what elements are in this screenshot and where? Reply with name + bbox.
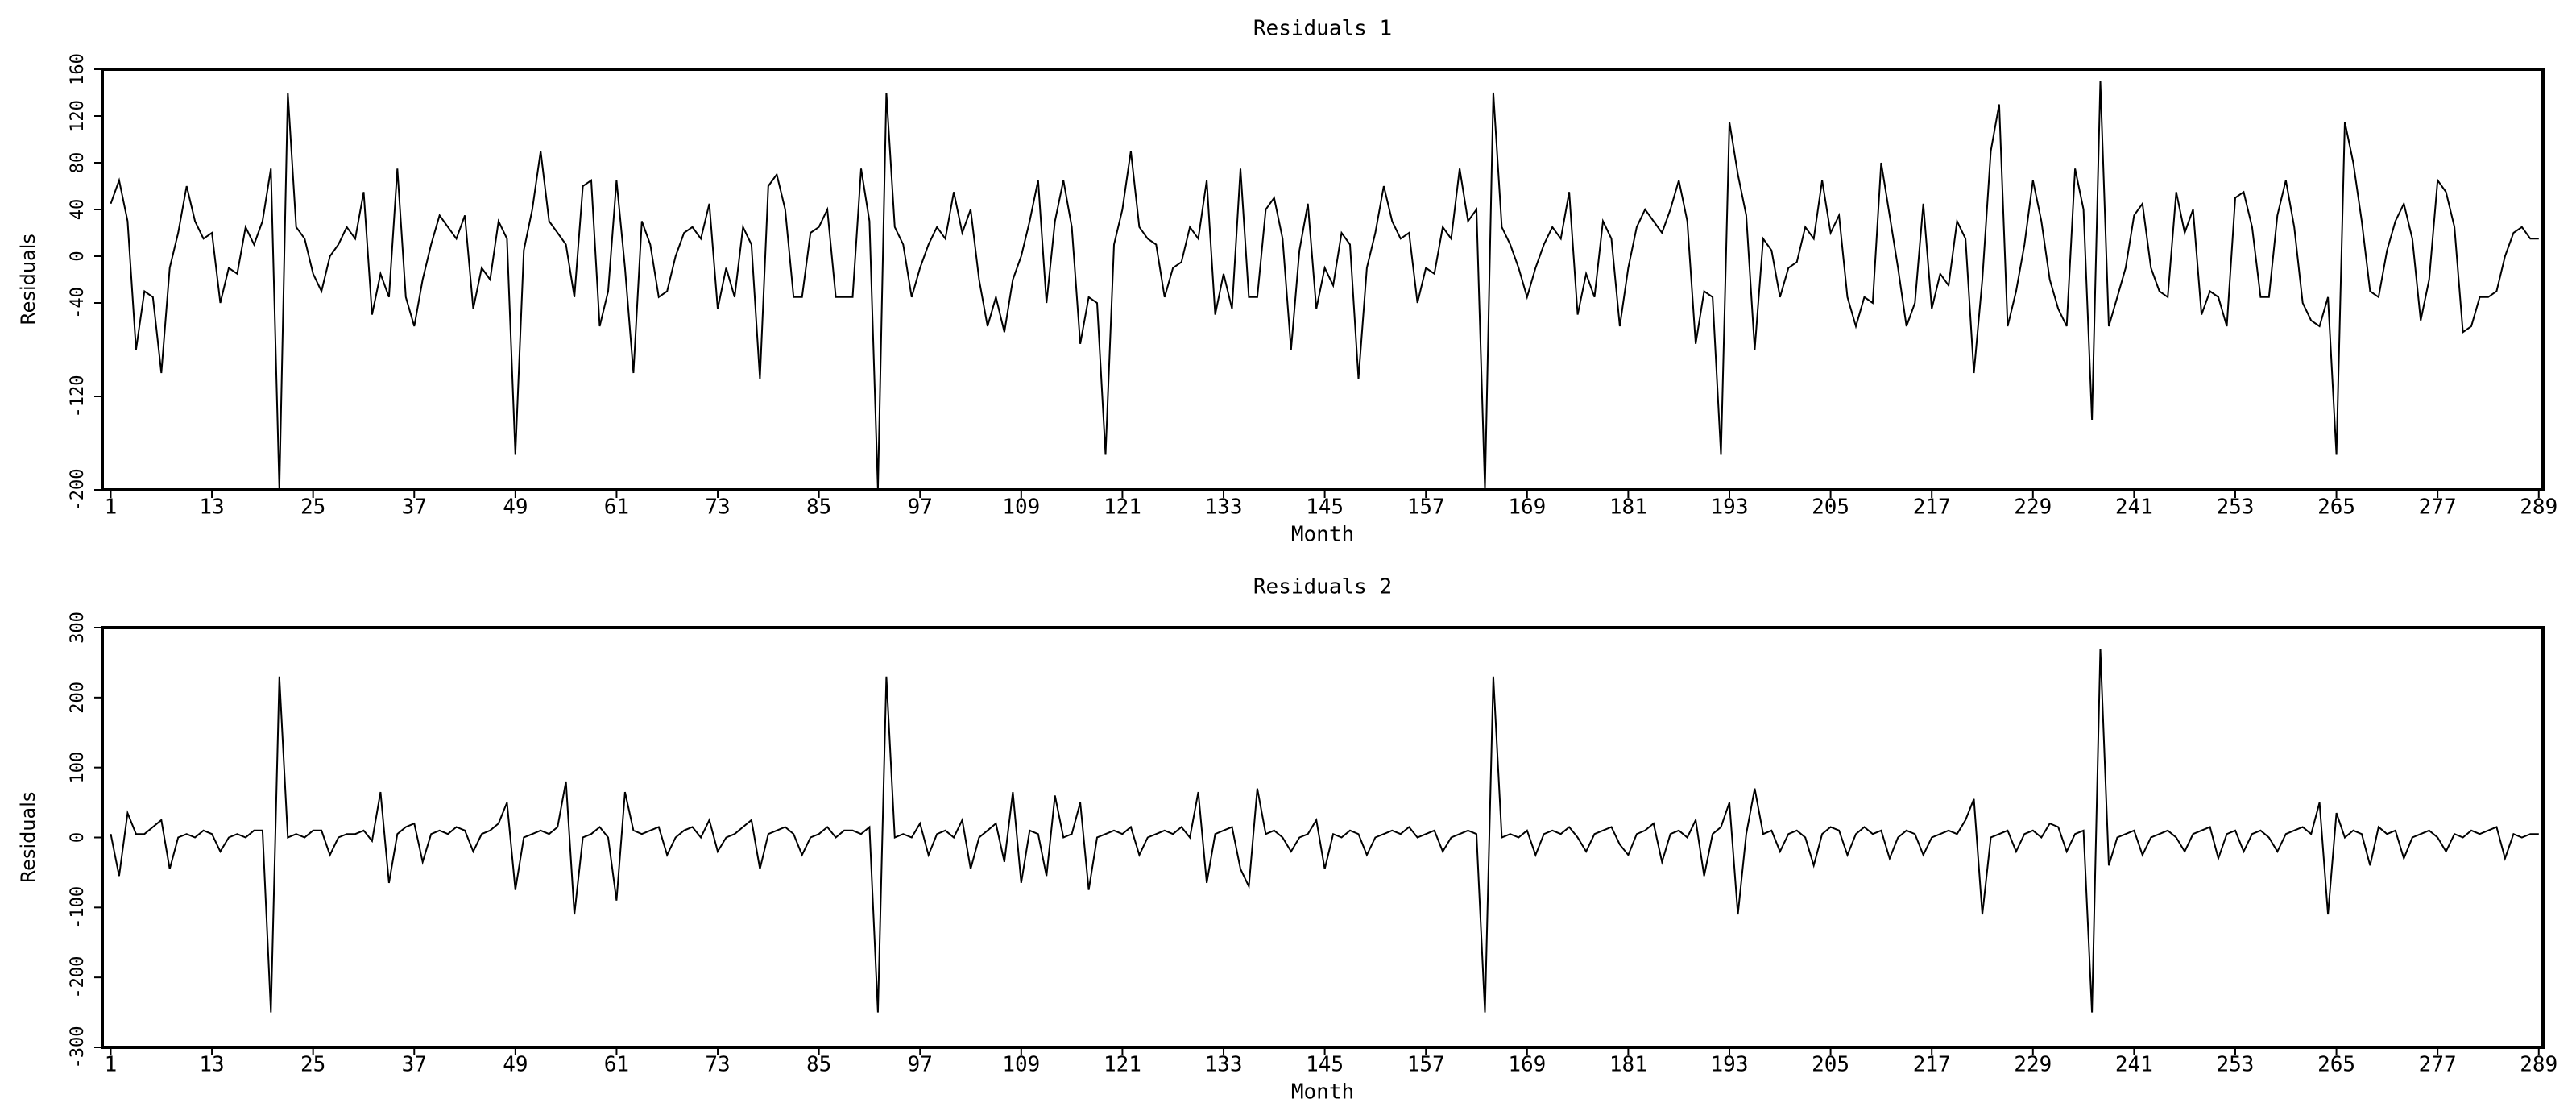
- x-tick-label: 97: [908, 495, 933, 520]
- x-tick-label: 253: [2216, 1053, 2254, 1077]
- x-tick-label: 133: [1205, 495, 1243, 520]
- x-tick-label: 133: [1205, 1053, 1243, 1077]
- x-tick-label: 265: [2317, 495, 2355, 520]
- x-tick-label: 145: [1306, 1053, 1344, 1077]
- x-axis-label: Month: [1291, 1080, 1354, 1105]
- x-tick-label: 169: [1508, 495, 1546, 520]
- residual-line: [110, 81, 2539, 491]
- x-tick-label: 61: [604, 1053, 629, 1077]
- x-tick-label: 277: [2419, 1053, 2457, 1077]
- x-axis-label: Month: [1291, 523, 1354, 547]
- x-tick-label: 241: [2115, 1053, 2153, 1077]
- x-tick-label: 181: [1609, 1053, 1647, 1077]
- x-tick-label: 205: [1812, 1053, 1849, 1077]
- x-tick-label: 49: [503, 1053, 528, 1077]
- x-tick-label: 1: [105, 1053, 118, 1077]
- x-tick-label: 73: [705, 1053, 730, 1077]
- chart-title: Residuals 2: [1253, 575, 1392, 599]
- y-tick-label: 80: [68, 152, 88, 174]
- y-axis-label: Residuals: [17, 234, 39, 325]
- x-tick-label: 13: [199, 1053, 224, 1077]
- plot-frame: [101, 626, 2545, 1049]
- x-tick-label: 229: [2014, 495, 2052, 520]
- chart-title: Residuals 1: [1253, 17, 1392, 41]
- x-tick-label: 289: [2520, 495, 2557, 520]
- y-axis-label: Residuals: [17, 792, 39, 884]
- x-tick-label: 241: [2115, 495, 2153, 520]
- x-tick-label: 205: [1812, 495, 1849, 520]
- x-tick-label: 61: [604, 495, 629, 520]
- x-tick-label: 1: [105, 495, 118, 520]
- x-tick-label: 277: [2419, 495, 2457, 520]
- x-tick-label: 109: [1002, 1053, 1040, 1077]
- x-tick-label: 37: [402, 495, 427, 520]
- y-tick-label: 0: [68, 251, 88, 261]
- x-tick-label: 145: [1306, 495, 1344, 520]
- x-tick-label: 253: [2216, 495, 2254, 520]
- x-tick-label: 109: [1002, 495, 1040, 520]
- y-tick-label: -200: [68, 956, 88, 999]
- x-tick-label: 193: [1711, 495, 1749, 520]
- x-tick-label: 193: [1711, 1053, 1749, 1077]
- x-tick-label: 217: [1913, 495, 1951, 520]
- x-tick-label: 157: [1407, 1053, 1445, 1077]
- y-tick-label: 120: [68, 100, 88, 132]
- x-tick-label: 85: [806, 495, 831, 520]
- x-tick-label: 13: [199, 495, 224, 520]
- x-tick-label: 97: [908, 1053, 933, 1077]
- x-tick-label: 217: [1913, 1053, 1951, 1077]
- x-tick-label: 49: [503, 495, 528, 520]
- y-tick-label: 200: [68, 682, 88, 714]
- x-tick-label: 289: [2520, 1053, 2557, 1077]
- y-tick-label: 160: [68, 53, 88, 85]
- x-tick-label: 157: [1407, 495, 1445, 520]
- x-tick-label: 121: [1104, 1053, 1141, 1077]
- x-tick-label: 121: [1104, 495, 1141, 520]
- x-tick-label: 181: [1609, 495, 1647, 520]
- x-tick-label: 265: [2317, 1053, 2355, 1077]
- x-tick-label: 37: [402, 1053, 427, 1077]
- y-tick-label: 100: [68, 752, 88, 784]
- x-tick-label: 73: [705, 495, 730, 520]
- x-tick-label: 85: [806, 1053, 831, 1077]
- y-tick-label: -40: [68, 287, 88, 319]
- y-tick-label: 0: [68, 832, 88, 843]
- y-tick-label: 40: [68, 199, 88, 221]
- y-tick-label: -200: [68, 469, 88, 512]
- y-tick-label: -100: [68, 886, 88, 929]
- x-tick-label: 25: [300, 495, 325, 520]
- x-tick-label: 169: [1508, 1053, 1546, 1077]
- y-tick-label: -120: [68, 375, 88, 418]
- y-tick-label: -300: [68, 1026, 88, 1069]
- plot-frame: [101, 68, 2545, 491]
- y-tick-label: 300: [68, 612, 88, 644]
- residual-line: [110, 648, 2539, 1013]
- x-tick-label: 229: [2014, 1053, 2052, 1077]
- x-tick-label: 25: [300, 1053, 325, 1077]
